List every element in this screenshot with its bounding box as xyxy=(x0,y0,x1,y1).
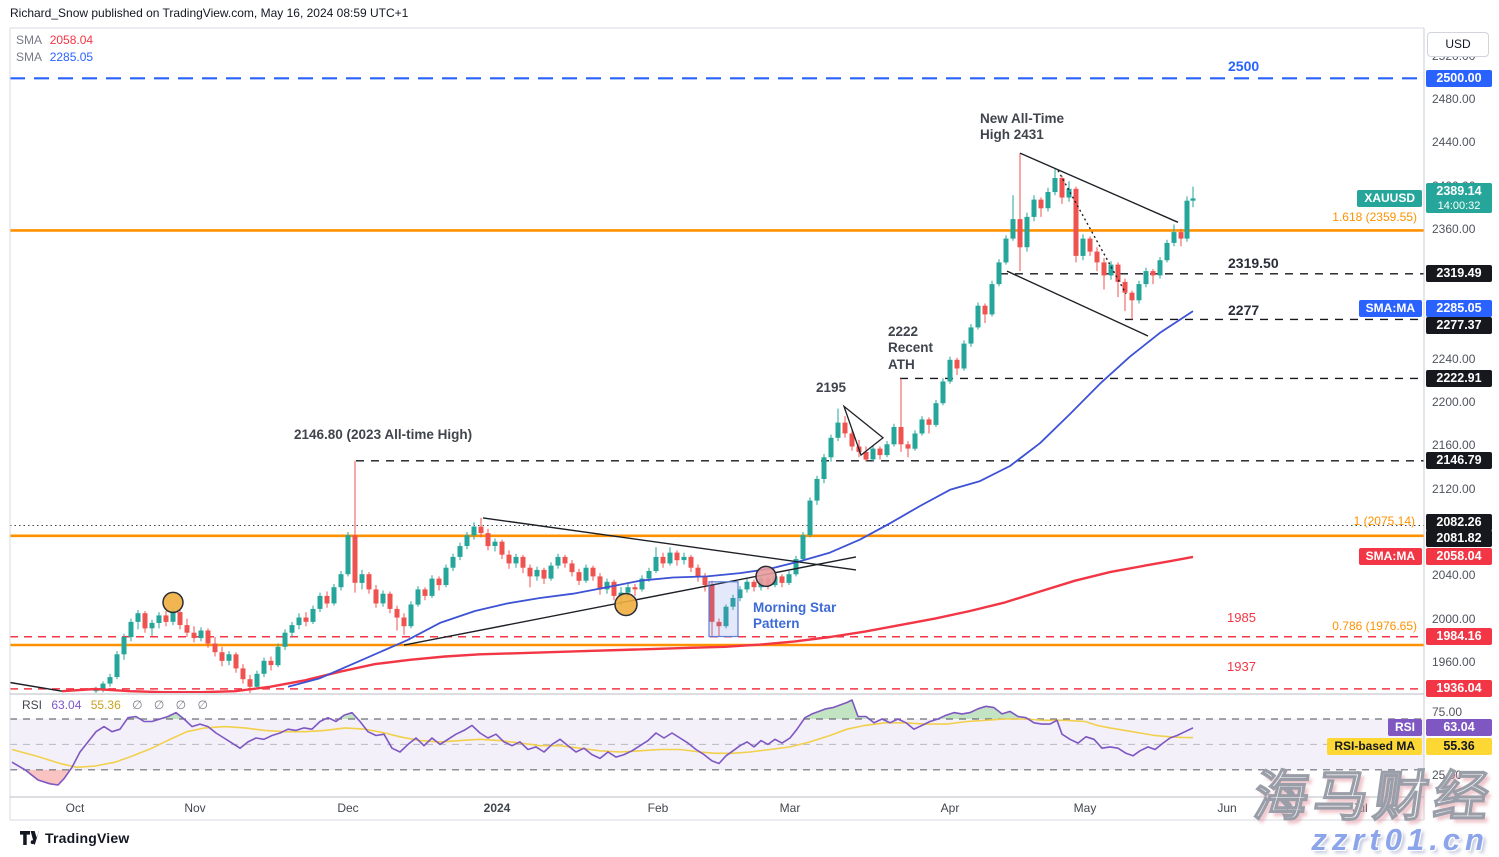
currency-button[interactable]: USD xyxy=(1427,32,1489,57)
trendline xyxy=(1019,152,1179,223)
trendline xyxy=(1057,170,1127,295)
tradingview-brand-text: TradingView xyxy=(45,830,130,846)
rsi-line xyxy=(11,699,1194,786)
sma-blue-line xyxy=(287,310,1194,688)
watermark-url: zzrt01.cn xyxy=(1311,822,1489,857)
pattern-circle-marker xyxy=(755,565,777,588)
pattern-circle-marker xyxy=(614,592,638,617)
tradingview-logo[interactable]: TradingView xyxy=(20,830,129,846)
page-title: Richard_Snow published on TradingView.co… xyxy=(10,6,409,20)
trendline xyxy=(1006,270,1149,337)
trendline xyxy=(9,681,63,692)
trendline xyxy=(482,517,857,571)
pennant-triangle xyxy=(842,404,885,457)
tradingview-mark-icon xyxy=(20,831,39,845)
morning-star-box xyxy=(708,581,739,638)
pattern-circle-marker xyxy=(162,591,184,614)
sma-red-line xyxy=(61,555,1194,693)
watermark-chinese: 海马财经 xyxy=(1249,766,1499,828)
candles-layer xyxy=(93,153,1196,693)
